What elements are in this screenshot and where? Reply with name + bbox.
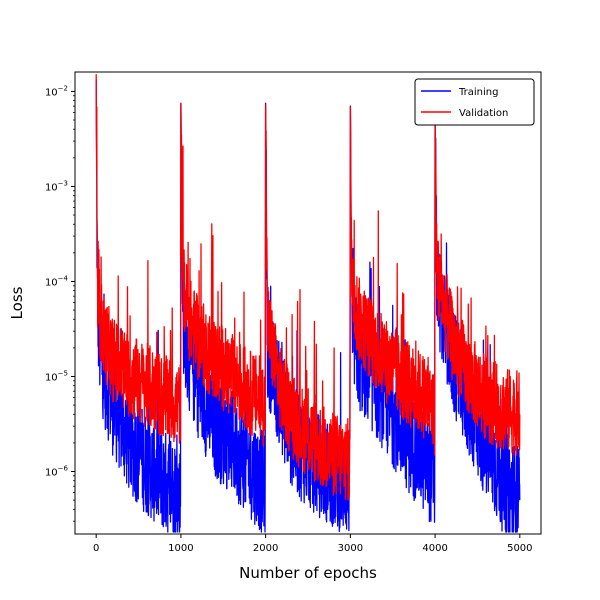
x-tick-label: 2000 [253,543,278,554]
y-tick-label: 10−3 [45,179,68,193]
legend-label-validation: Validation [459,108,508,119]
x-tick-label: 4000 [422,543,447,554]
x-axis-ticks: 0 1000 2000 3000 4000 5000 [93,534,533,554]
series-line-validation [95,74,521,501]
y-tick-label: 10−4 [45,274,69,288]
x-tick-label: 3000 [338,543,363,554]
x-tick-label: 1000 [168,543,193,554]
x-tick-label: 0 [93,543,99,554]
series-layer [95,74,521,533]
y-tick-label: 10−5 [45,369,68,383]
y-axis-title: Loss [8,286,26,319]
x-tick-label: 5000 [507,543,532,554]
y-axis-ticks: 10−6 10−5 10−4 10−3 10−2 [45,84,75,522]
plot-frame [74,71,542,535]
y-tick-label: 10−2 [45,84,68,98]
x-axis-title: Number of epochs [239,564,377,582]
y-tick-label: 10−6 [45,465,69,479]
legend-label-training: Training [458,87,498,98]
legend: Training Validation [414,78,535,126]
